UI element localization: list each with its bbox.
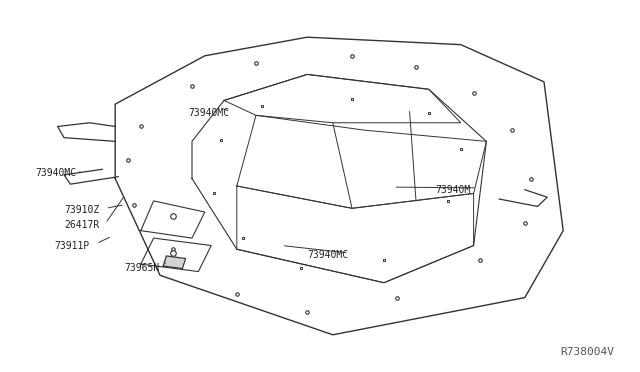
Text: 73965N: 73965N [125,263,160,273]
Text: 73940MC: 73940MC [189,109,230,118]
Text: 73911P: 73911P [54,241,90,250]
Text: 26417R: 26417R [64,220,99,230]
Text: R738004V: R738004V [561,347,614,357]
Text: 73940M: 73940M [435,185,470,195]
Text: 73910Z: 73910Z [64,205,99,215]
Polygon shape [163,256,186,269]
Text: 73940MC: 73940MC [307,250,348,260]
Text: 73940MC: 73940MC [35,168,76,178]
